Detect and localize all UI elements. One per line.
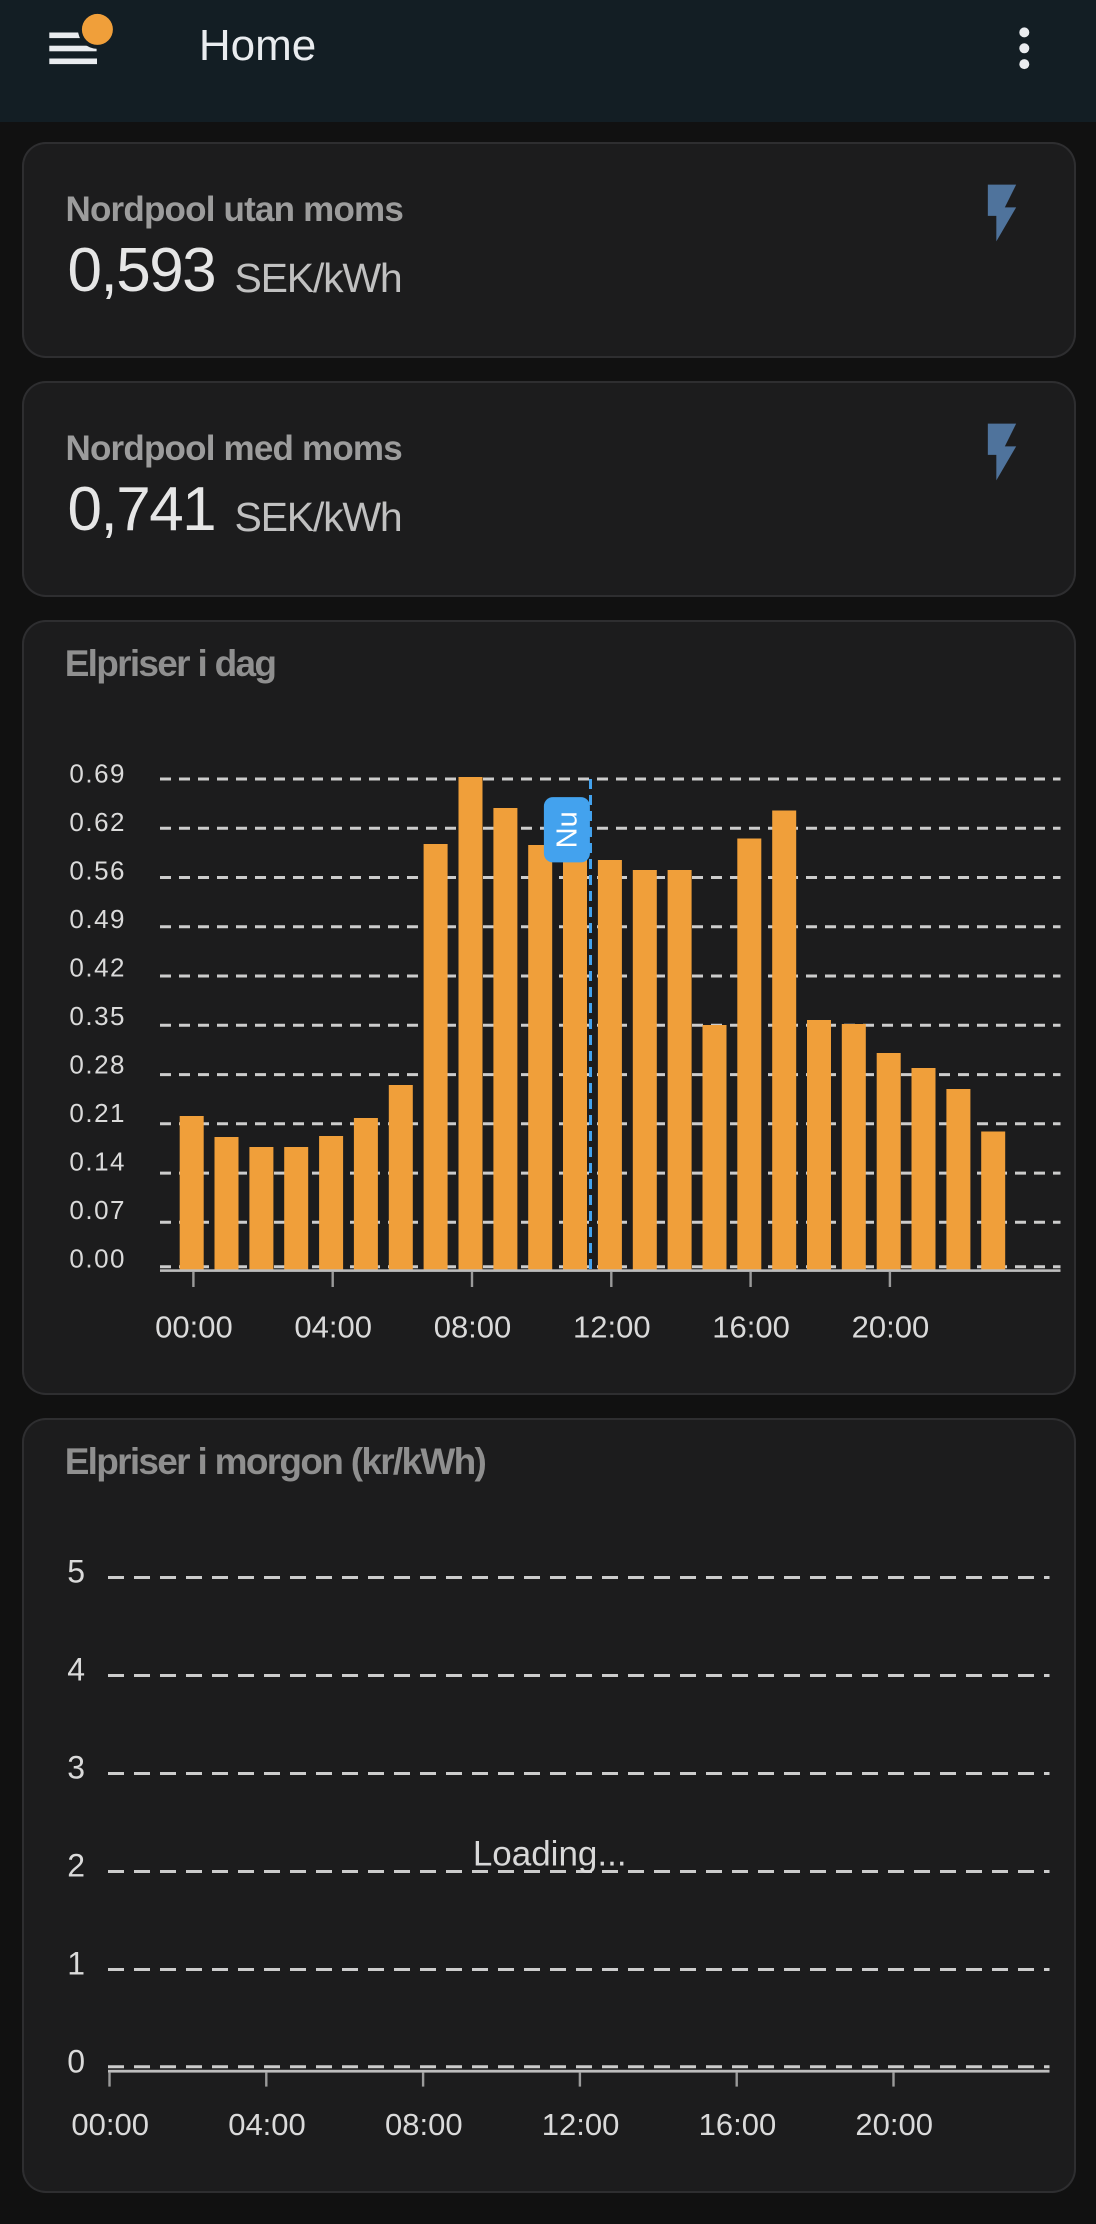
svg-text:4: 4 <box>67 1651 85 1687</box>
svg-text:0.28: 0.28 <box>69 1050 126 1080</box>
svg-text:0.56: 0.56 <box>69 856 126 886</box>
svg-text:0: 0 <box>67 2043 85 2079</box>
svg-text:0.42: 0.42 <box>69 953 126 983</box>
svg-text:5: 5 <box>67 1553 85 1589</box>
svg-text:Loading...: Loading... <box>473 1834 627 1873</box>
svg-text:00:00: 00:00 <box>155 1310 233 1345</box>
svg-text:0.14: 0.14 <box>69 1147 126 1177</box>
svg-text:0.00: 0.00 <box>69 1244 126 1274</box>
svg-text:16:00: 16:00 <box>699 2106 777 2141</box>
svg-text:0.62: 0.62 <box>69 807 126 837</box>
svg-text:16:00: 16:00 <box>712 1310 790 1345</box>
svg-text:0.07: 0.07 <box>69 1195 126 1225</box>
svg-text:08:00: 08:00 <box>385 2106 463 2141</box>
svg-text:0.69: 0.69 <box>69 758 126 788</box>
svg-text:04:00: 04:00 <box>294 1310 372 1345</box>
svg-text:00:00: 00:00 <box>71 2106 149 2141</box>
svg-text:20:00: 20:00 <box>855 2106 933 2141</box>
svg-text:0.21: 0.21 <box>69 1098 126 1128</box>
svg-text:20:00: 20:00 <box>852 1310 930 1345</box>
svg-text:3: 3 <box>67 1749 85 1785</box>
svg-text:12:00: 12:00 <box>573 1310 651 1345</box>
svg-text:1: 1 <box>67 1945 85 1981</box>
svg-text:12:00: 12:00 <box>542 2106 620 2141</box>
svg-text:Nu: Nu <box>552 811 584 848</box>
svg-text:0.49: 0.49 <box>69 904 126 934</box>
svg-text:2: 2 <box>67 1847 85 1883</box>
svg-text:0.35: 0.35 <box>69 1001 126 1031</box>
svg-text:08:00: 08:00 <box>434 1310 512 1345</box>
svg-text:04:00: 04:00 <box>228 2106 306 2141</box>
